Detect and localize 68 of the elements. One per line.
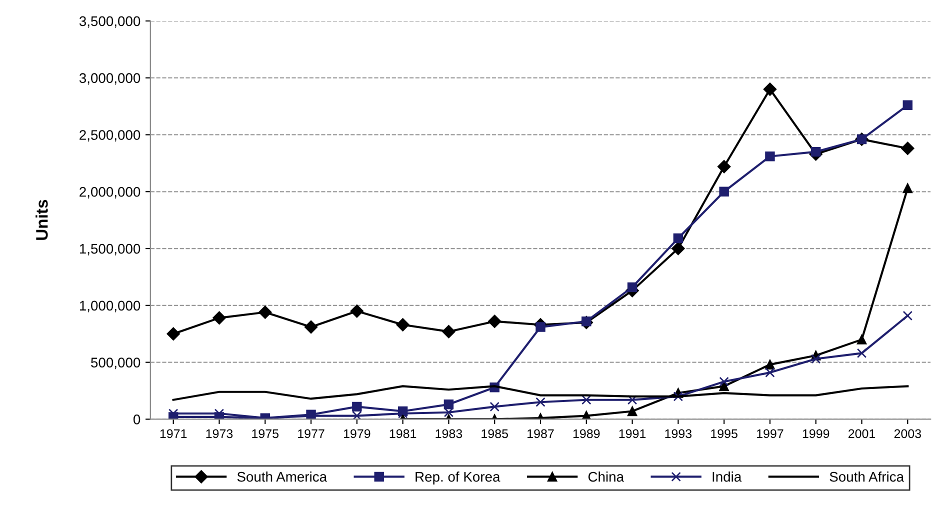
point	[442, 325, 456, 338]
legend-label: India	[712, 472, 742, 482]
point	[811, 354, 821, 364]
point	[582, 394, 592, 405]
x-tick-label: 2001	[848, 429, 876, 438]
x-tick-label: 1973	[206, 429, 233, 438]
point	[719, 381, 729, 392]
point	[444, 400, 454, 410]
point	[536, 322, 546, 332]
point	[352, 402, 362, 412]
y-tick-label: 2,000,000	[80, 186, 140, 198]
point	[717, 160, 731, 174]
x-tick-label: 1993	[665, 429, 692, 438]
legend-label: South Africa	[830, 472, 904, 482]
point	[765, 368, 775, 378]
point	[490, 402, 500, 412]
point	[258, 306, 272, 319]
point	[627, 406, 638, 416]
point	[719, 186, 729, 196]
y-axis-title: Units	[36, 200, 48, 240]
point	[763, 82, 777, 96]
y-tick-label: 3,000,000	[79, 73, 140, 85]
point	[811, 146, 821, 157]
x-tick-label: 1981	[390, 429, 416, 438]
x-tick-label: 1999	[802, 429, 830, 438]
point	[304, 320, 318, 334]
point	[856, 348, 867, 358]
point	[902, 310, 913, 321]
y-tick-label: 2,500,000	[80, 130, 140, 142]
x-tick-label: 1997	[757, 429, 784, 438]
point	[902, 100, 913, 110]
x-tick-label: 1985	[482, 429, 508, 438]
point	[627, 282, 638, 292]
point	[673, 233, 684, 244]
x-tick-label: 1977	[298, 429, 324, 438]
point	[352, 410, 362, 420]
y-tick-label: 500,000	[91, 358, 140, 370]
point	[396, 318, 410, 332]
x-tick-label: 1975	[252, 429, 279, 438]
point	[444, 408, 454, 418]
point	[856, 334, 867, 344]
legend-label: South America	[237, 472, 328, 482]
x-tick-label: 1991	[619, 429, 646, 438]
x-tick-label: 2003	[894, 429, 922, 438]
point	[536, 397, 546, 407]
y-tick-label: 1,500,000	[80, 244, 140, 256]
point	[765, 360, 775, 370]
point	[488, 314, 502, 328]
y-tick-label: 1,000,000	[80, 300, 140, 312]
point	[672, 242, 685, 256]
x-tick-label: 1989	[573, 429, 600, 438]
x-tick-label: 1971	[160, 429, 187, 438]
x-tick-label: 1987	[528, 429, 554, 438]
y-tick-label: 0	[133, 414, 140, 424]
x-tick-label: 1983	[436, 429, 462, 438]
x-tick-label: 1979	[344, 429, 370, 438]
point	[902, 183, 913, 194]
point	[719, 376, 729, 387]
legend-label: China	[588, 472, 624, 482]
point	[212, 311, 226, 325]
point	[673, 392, 684, 402]
x-tick-label: 1995	[711, 429, 738, 438]
point	[166, 327, 180, 340]
point	[765, 152, 775, 162]
legend-label: Rep. of Korea	[416, 472, 500, 484]
point	[901, 142, 914, 155]
y-tick-label: 3,500,000	[79, 16, 140, 28]
point	[350, 304, 364, 318]
